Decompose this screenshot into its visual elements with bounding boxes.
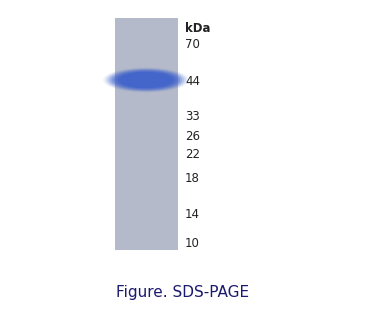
Ellipse shape bbox=[105, 68, 187, 92]
Bar bbox=[115, 18, 178, 250]
Ellipse shape bbox=[119, 72, 173, 88]
Ellipse shape bbox=[116, 72, 176, 89]
Ellipse shape bbox=[110, 69, 182, 90]
Ellipse shape bbox=[119, 72, 173, 88]
Text: 70: 70 bbox=[185, 38, 200, 51]
Text: 18: 18 bbox=[185, 172, 200, 185]
Text: 44: 44 bbox=[185, 75, 200, 88]
Ellipse shape bbox=[103, 67, 189, 93]
Text: kDa: kDa bbox=[185, 22, 210, 35]
Ellipse shape bbox=[114, 71, 178, 89]
Text: 33: 33 bbox=[185, 110, 200, 123]
Text: 22: 22 bbox=[185, 148, 200, 161]
Text: Figure. SDS-PAGE: Figure. SDS-PAGE bbox=[116, 285, 250, 301]
Ellipse shape bbox=[108, 69, 184, 91]
Text: 26: 26 bbox=[185, 130, 200, 143]
Text: 14: 14 bbox=[185, 208, 200, 221]
Ellipse shape bbox=[112, 70, 180, 90]
Text: 10: 10 bbox=[185, 237, 200, 250]
